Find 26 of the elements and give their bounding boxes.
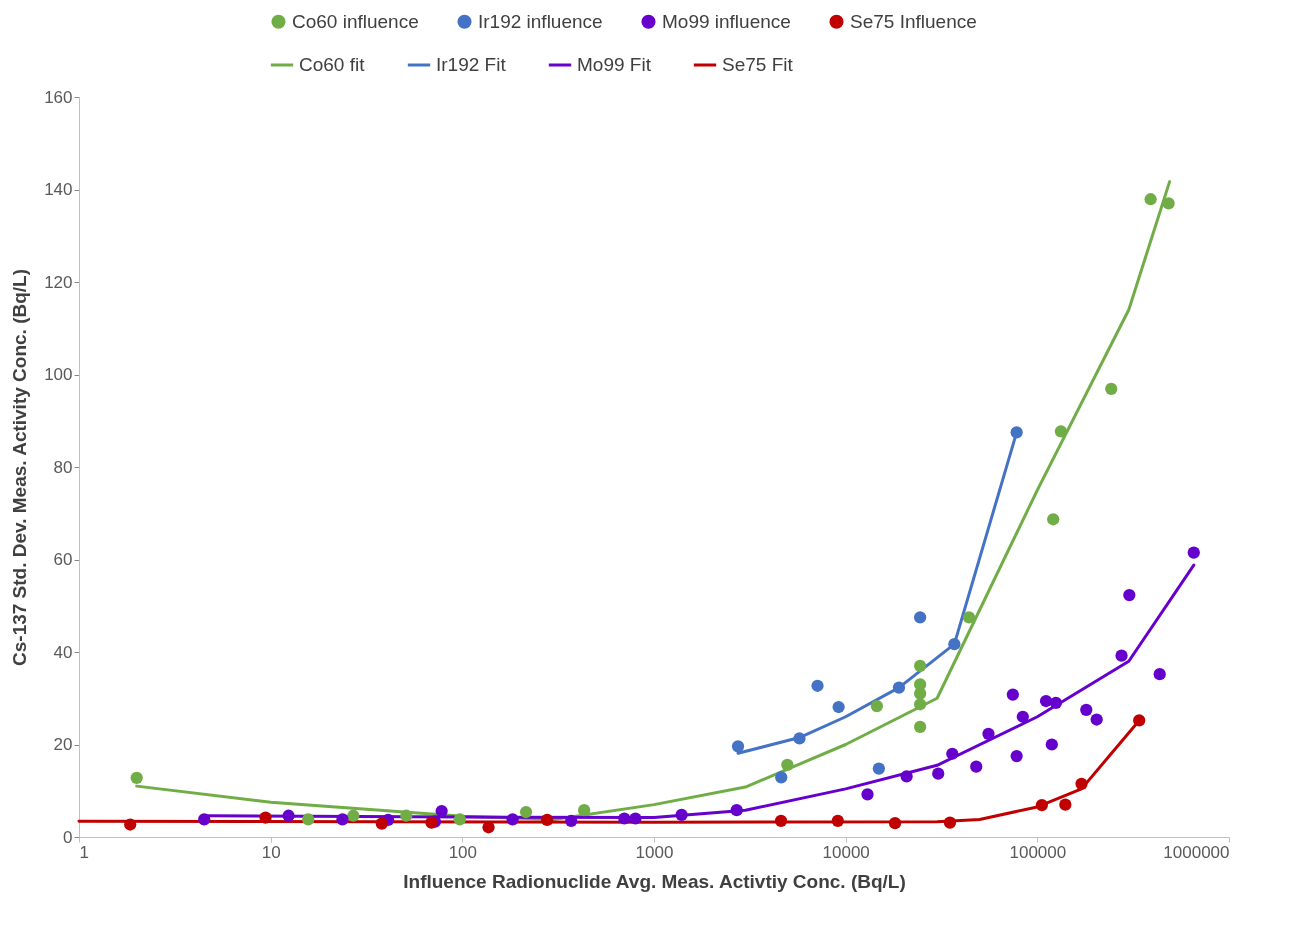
y-tick-label: 40 [53,642,73,662]
legend-label: Ir192 Fit [436,54,507,75]
x-tick-label: 100 [448,842,478,862]
legend-label: Co60 fit [299,54,366,75]
y-tick-label: 60 [53,550,73,569]
y-tick-label: 100 [44,365,73,384]
x-tick-label: 1000000 [1163,842,1230,862]
x-tick-label: 10000 [822,842,870,862]
y-tick-label: 20 [53,735,73,754]
legend-label: Ir192 influence [478,10,603,32]
x-tick-label: 10 [261,842,281,862]
y-tick-label: 80 [53,457,73,477]
legend-label: Se75 Fit [722,54,794,75]
legend-label: Se75 Influence [850,10,977,32]
y-tick-label: 120 [44,272,73,292]
x-tick-label: 1 [79,842,89,862]
x-tick-label: 1000 [635,842,674,862]
y-tick-label: 160 [44,87,73,107]
y-axis-title: Cs-137 Std. Dev. Meas. Activity Conc. (Bq/L) [9,269,31,666]
legend-label: Co60 influence [292,10,419,32]
legend-label: Mo99 Fit [577,54,652,75]
x-axis-title: Influence Radionuclide Avg. Meas. Activtiy Conc. (Bq/L) [403,870,906,892]
y-tick-label: 140 [44,180,73,199]
legend-label: Mo99 influence [662,10,791,32]
y-tick-label: 0 [63,827,73,847]
x-tick-label: 100000 [1009,842,1067,862]
